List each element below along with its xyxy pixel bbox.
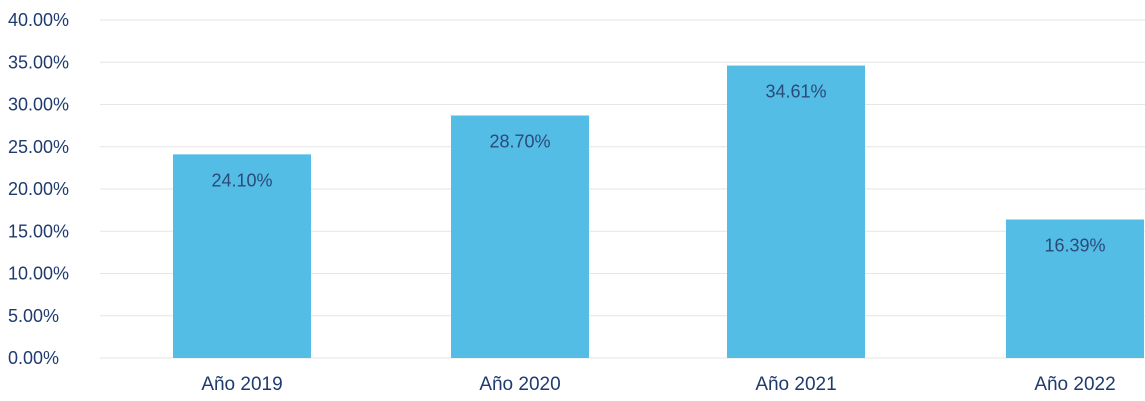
y-tick-label: 15.00% [8, 221, 69, 241]
bars [173, 65, 1144, 358]
y-tick-label: 35.00% [8, 52, 69, 72]
data-labels: 24.10% 28.70% 34.61% 16.39% [211, 82, 1105, 256]
bar [1006, 219, 1144, 358]
bar [451, 115, 589, 358]
bar-value-label: 16.39% [1044, 236, 1105, 256]
x-category-label: Año 2021 [755, 374, 836, 395]
bar-value-label: 28.70% [489, 131, 550, 151]
x-category-label: Año 2022 [1034, 374, 1115, 395]
y-tick-label: 30.00% [8, 95, 69, 115]
bar [727, 65, 865, 358]
x-category-label: Año 2020 [479, 374, 560, 395]
x-axis-categories: Año 2019 Año 2020 Año 2021 Año 2022 [201, 374, 1115, 395]
y-axis-ticks: 0.00% 5.00% 10.00% 15.00% 20.00% 25.00% 30.00%… [8, 10, 69, 368]
x-category-label: Año 2019 [201, 374, 282, 395]
bar-value-label: 34.61% [765, 82, 826, 102]
bar [173, 154, 311, 358]
bar-value-label: 24.10% [211, 170, 272, 190]
y-tick-label: 40.00% [8, 10, 69, 30]
y-tick-label: 20.00% [8, 179, 69, 199]
y-tick-label: 25.00% [8, 137, 69, 157]
y-tick-label: 0.00% [8, 348, 59, 368]
y-tick-label: 5.00% [8, 306, 59, 326]
y-tick-label: 10.00% [8, 264, 69, 284]
